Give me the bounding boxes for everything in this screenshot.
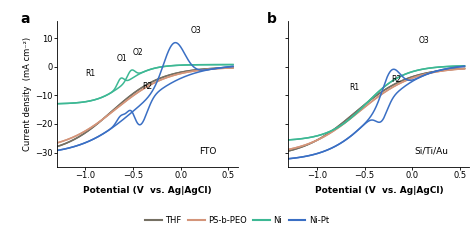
Text: FTO: FTO	[200, 147, 217, 156]
Text: a: a	[21, 12, 30, 26]
Text: Si/Ti/Au: Si/Ti/Au	[414, 147, 448, 156]
Text: R2: R2	[391, 75, 401, 84]
Y-axis label: Current density  (mA cm⁻²): Current density (mA cm⁻²)	[23, 37, 32, 151]
Text: R1: R1	[85, 69, 96, 78]
Text: R1: R1	[349, 83, 359, 92]
Text: b: b	[267, 12, 276, 26]
X-axis label: Potential (V  vs. Ag|AgCl): Potential (V vs. Ag|AgCl)	[315, 186, 443, 195]
Text: R2: R2	[143, 82, 153, 91]
X-axis label: Potential (V  vs. Ag|AgCl): Potential (V vs. Ag|AgCl)	[83, 186, 211, 195]
Text: O2: O2	[133, 47, 144, 57]
Text: O3: O3	[419, 35, 429, 45]
Text: O1: O1	[117, 54, 128, 63]
Text: O3: O3	[190, 26, 201, 35]
Legend: THF, PS-b-PEO, Ni, Ni-Pt: THF, PS-b-PEO, Ni, Ni-Pt	[142, 213, 332, 228]
